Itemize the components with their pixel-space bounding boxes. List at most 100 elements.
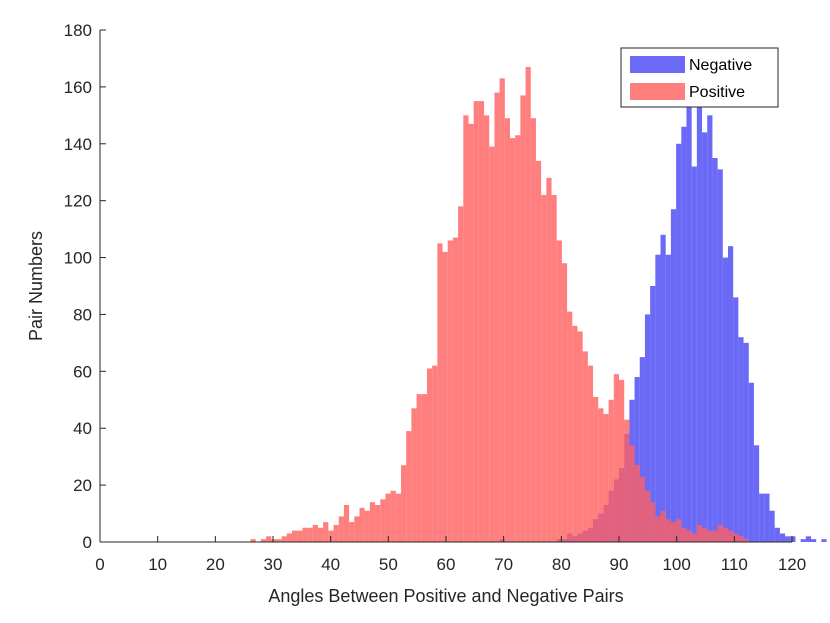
bar-positive [343,505,350,542]
bar-positive [670,522,677,542]
bar-positive [686,530,692,542]
bar-negative [670,209,677,542]
bar-negative [696,92,703,542]
bar-negative [733,297,739,542]
bar-positive [250,539,256,542]
y-tick-label: 0 [83,533,92,552]
bar-positive [582,351,588,542]
bar-positive [587,365,594,542]
bar-positive [302,527,308,542]
bar-positive [416,394,422,542]
bar-positive [489,146,495,542]
bar-positive [743,539,749,542]
bar-positive [260,539,267,542]
bar-positive [603,414,609,542]
bar-negative [650,286,656,542]
bar-positive [629,445,635,542]
bar-positive [520,95,526,543]
bar-positive [494,92,500,542]
bar-positive [390,490,396,542]
bar-negative [702,132,708,542]
x-tick-label: 120 [778,555,806,574]
y-tick-label: 20 [73,476,92,495]
bar-positive [676,519,682,542]
bar-positive [681,527,687,542]
y-tick-label: 80 [73,305,92,324]
bar-positive [707,530,713,542]
bar-positive [722,527,728,542]
bar-positive [650,502,656,542]
bar-positive [333,524,339,542]
bar-positive [535,160,542,542]
bar-positive [406,431,412,542]
bar-positive [556,240,562,543]
legend-swatch-negative [630,56,685,73]
bar-positive [593,396,599,542]
bar-negative [774,527,780,542]
bar-negative [811,539,817,542]
bar-positive [426,368,433,542]
bar-positive [691,533,697,542]
bar-positive [499,78,505,543]
bar-negative [707,115,713,542]
y-tick-label: 60 [73,362,92,381]
bar-positive [338,516,344,542]
x-tick-label: 60 [437,555,456,574]
y-tick-label: 140 [64,135,92,154]
bar-positive [468,123,474,543]
bar-negative [639,357,645,542]
bar-positive [276,539,282,542]
bar-positive [317,527,324,542]
bar-positive [401,465,407,542]
bar-positive [458,206,464,543]
bar-positive [665,519,671,542]
bar-positive [504,118,511,543]
bar-positive [702,527,708,542]
bar-negative [785,536,791,542]
bar-positive [447,240,453,543]
bar-negative [660,234,666,543]
x-tick-label: 110 [721,555,748,574]
bar-positive [297,530,303,542]
bar-positive [312,524,318,542]
bar-negative [821,539,827,542]
legend-label-positive: Positive [689,84,745,101]
x-tick-label: 10 [148,555,167,574]
legend-swatch-positive [630,83,685,100]
x-axis-title: Angles Between Positive and Negative Pai… [268,586,623,606]
bar-positive [577,331,583,542]
bar-positive [639,476,645,542]
bar-positive [541,194,547,543]
bar-positive [510,138,516,542]
bar-negative [722,257,728,542]
bar-positive [567,311,573,542]
bar-positive [484,115,490,542]
bar-positive [624,419,630,542]
bar-positive [349,522,355,542]
bar-negative [634,377,640,542]
bar-negative [665,254,671,542]
bar-positive [271,539,277,542]
x-tick-label: 50 [379,555,398,574]
bar-positive [375,505,381,542]
bar-positive [411,408,417,542]
bar-positive [354,516,360,542]
bar-positive [473,101,479,543]
y-tick-label: 160 [64,78,92,97]
bar-negative [779,533,786,542]
bar-negative [655,254,661,542]
bar-positive [432,365,438,542]
bar-positive [421,394,427,542]
bar-negative [764,493,770,542]
bar-negative [717,169,723,542]
bar-negative [738,337,744,542]
bar-positive [380,499,386,542]
x-tick-label: 30 [264,555,283,574]
bar-negative [686,103,692,543]
bar-negative [681,126,687,543]
bar-positive [598,408,604,542]
bar-negative [748,382,754,542]
bar-negative [676,143,682,542]
bar-negative [805,536,812,542]
bar-negative [769,510,775,542]
